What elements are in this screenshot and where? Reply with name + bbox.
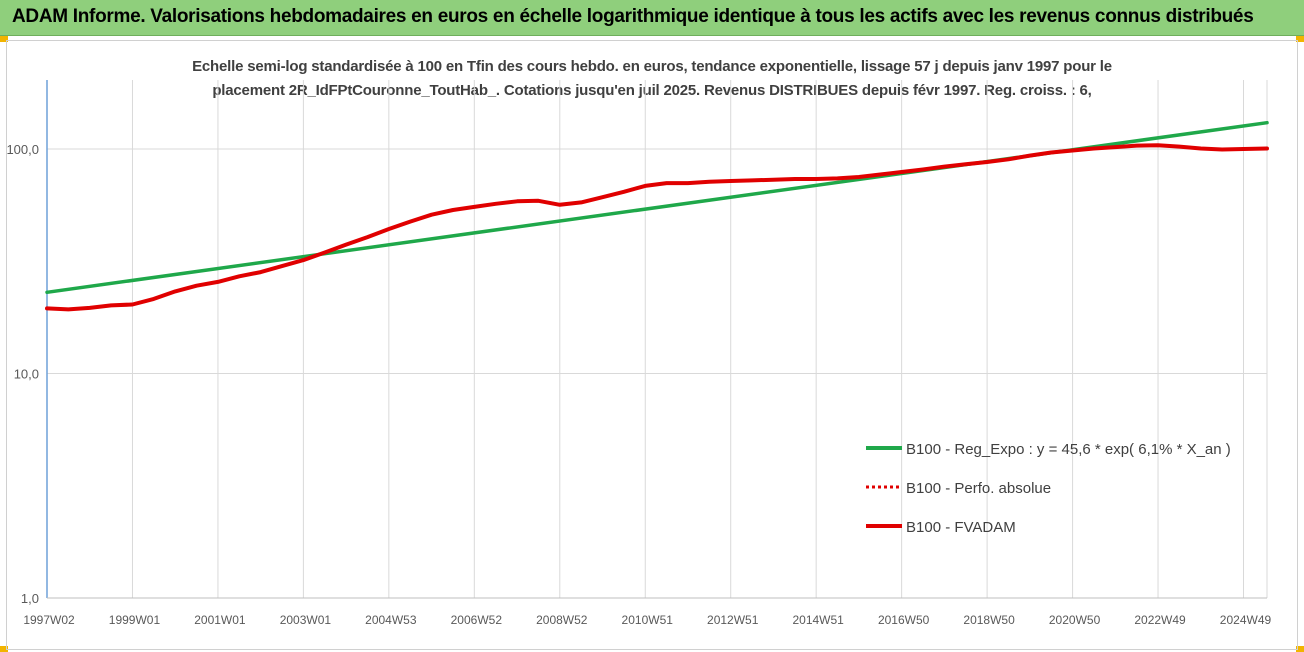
corner-marker-right: [1296, 36, 1304, 42]
gridlines: [46, 80, 1268, 599]
x-tick-label: 2014W51: [792, 613, 844, 627]
corner-marker-bottom-left: [0, 646, 8, 652]
x-tick-label: 2020W50: [1049, 613, 1101, 627]
page-title: ADAM Informe. Valorisations hebdomadaire…: [12, 6, 1254, 27]
x-tick-label: 2004W53: [365, 613, 417, 627]
corner-marker-bottom-right: [1296, 646, 1304, 652]
header-bar: ADAM Informe. Valorisations hebdomadaire…: [0, 0, 1304, 36]
chart-title-line-2: placement 2R_IdFPtCouronne_ToutHab_. Cot…: [212, 82, 1092, 99]
x-tick-label: 2016W50: [878, 613, 930, 627]
x-tick-label: 1997W02: [23, 613, 75, 627]
x-tick-label: 2012W51: [707, 613, 759, 627]
x-tick-label: 2008W52: [536, 613, 588, 627]
series-lines: [45, 120, 1269, 312]
y-axis-tick-labels: 100,0 10,0 1,0: [6, 142, 39, 606]
corner-marker-left: [0, 36, 8, 42]
legend: B100 - Reg_Expo : y = 45,6 * exp( 6,1% *…: [866, 441, 1231, 536]
x-tick-label: 2001W01: [194, 613, 246, 627]
legend-label-reg-expo: B100 - Reg_Expo : y = 45,6 * exp( 6,1% *…: [906, 441, 1231, 458]
legend-label-fvadam: B100 - FVADAM: [906, 519, 1016, 536]
x-tick-label: 2003W01: [280, 613, 332, 627]
axes: [46, 80, 1267, 599]
x-tick-label: 2024W49: [1220, 613, 1272, 627]
series-line-fvadam: [45, 143, 1269, 312]
x-tick-label: 2022W49: [1134, 613, 1186, 627]
y-tick-label: 100,0: [6, 142, 39, 157]
x-tick-label: 1999W01: [109, 613, 161, 627]
x-tick-label: 2010W51: [622, 613, 674, 627]
y-tick-label: 10,0: [14, 367, 39, 382]
chart-area: [6, 40, 1298, 650]
chart-title-line-1: Echelle semi-log standardisée à 100 en T…: [192, 58, 1112, 75]
y-tick-label: 1,0: [21, 591, 39, 606]
legend-label-perfo-absolue: B100 - Perfo. absolue: [906, 480, 1051, 497]
x-tick-label: 2018W50: [963, 613, 1015, 627]
x-axis-tick-labels: 1997W02 1999W01 2001W01 2003W01 2004W53 2006W…: [23, 613, 1271, 627]
x-tick-label: 2006W52: [451, 613, 503, 627]
